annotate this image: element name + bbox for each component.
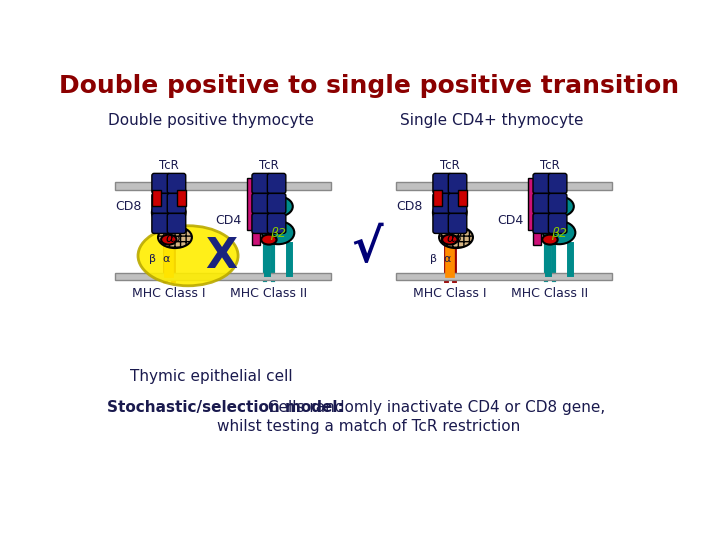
FancyBboxPatch shape — [252, 173, 271, 193]
Text: TcR: TcR — [440, 159, 460, 172]
Text: Thymic epithelial cell: Thymic epithelial cell — [130, 369, 292, 384]
FancyBboxPatch shape — [449, 173, 467, 193]
Bar — [528, 178, 536, 231]
FancyBboxPatch shape — [167, 193, 186, 213]
Text: TcR: TcR — [259, 159, 279, 172]
Bar — [396, 273, 611, 280]
Bar — [457, 190, 467, 206]
Ellipse shape — [542, 234, 558, 245]
FancyBboxPatch shape — [449, 213, 467, 233]
Bar — [533, 190, 541, 245]
FancyBboxPatch shape — [267, 213, 286, 233]
Text: Double positive to single positive transition: Double positive to single positive trans… — [59, 75, 679, 98]
Bar — [433, 190, 442, 206]
FancyBboxPatch shape — [267, 173, 286, 193]
FancyBboxPatch shape — [152, 173, 171, 193]
Text: CD4: CD4 — [497, 214, 523, 227]
FancyBboxPatch shape — [433, 193, 451, 213]
FancyBboxPatch shape — [433, 213, 451, 233]
FancyBboxPatch shape — [533, 173, 552, 193]
Text: X: X — [205, 235, 237, 277]
FancyBboxPatch shape — [549, 213, 567, 233]
Bar — [115, 273, 330, 280]
Ellipse shape — [439, 226, 473, 248]
Text: MHC Class I: MHC Class I — [132, 287, 205, 300]
Ellipse shape — [262, 221, 294, 244]
Text: MHC Class II: MHC Class II — [511, 287, 588, 300]
Text: Cells randomly inactivate CD4 or CD8 gene,: Cells randomly inactivate CD4 or CD8 gen… — [263, 400, 605, 415]
FancyBboxPatch shape — [533, 213, 552, 233]
Text: α3: α3 — [446, 232, 462, 245]
Text: whilst testing a match of TcR restriction: whilst testing a match of TcR restrictio… — [217, 419, 521, 434]
Bar — [248, 178, 255, 231]
Text: β  α: β α — [149, 254, 170, 264]
FancyBboxPatch shape — [533, 193, 552, 213]
Ellipse shape — [161, 234, 176, 245]
FancyBboxPatch shape — [152, 213, 171, 233]
Bar — [115, 182, 330, 190]
FancyBboxPatch shape — [267, 193, 286, 213]
Ellipse shape — [261, 234, 276, 245]
Text: β2: β2 — [552, 227, 567, 240]
Text: Stochastic/selection model:: Stochastic/selection model: — [107, 400, 344, 415]
Text: TcR: TcR — [540, 159, 560, 172]
FancyBboxPatch shape — [167, 213, 186, 233]
Text: TcR: TcR — [159, 159, 179, 172]
Ellipse shape — [264, 197, 293, 217]
Text: CD8: CD8 — [115, 200, 142, 213]
Text: Double positive thymocyte: Double positive thymocyte — [108, 113, 314, 128]
Bar — [152, 190, 161, 206]
Ellipse shape — [152, 202, 186, 224]
FancyBboxPatch shape — [549, 173, 567, 193]
FancyBboxPatch shape — [252, 213, 271, 233]
Text: MHC Class I: MHC Class I — [413, 287, 487, 300]
Text: α3: α3 — [166, 232, 181, 245]
FancyBboxPatch shape — [152, 193, 171, 213]
FancyBboxPatch shape — [433, 173, 451, 193]
Text: MHC Class II: MHC Class II — [230, 287, 307, 300]
Ellipse shape — [138, 226, 238, 286]
Text: β2: β2 — [270, 227, 286, 240]
FancyBboxPatch shape — [449, 193, 467, 213]
Bar — [176, 190, 186, 206]
Text: β  α: β α — [430, 254, 451, 264]
Bar — [396, 182, 611, 190]
Bar — [252, 190, 261, 245]
Ellipse shape — [544, 197, 574, 217]
Ellipse shape — [158, 226, 192, 248]
FancyBboxPatch shape — [252, 193, 271, 213]
Ellipse shape — [433, 202, 467, 224]
Ellipse shape — [543, 221, 575, 244]
Ellipse shape — [442, 234, 457, 245]
Text: Single CD4+ thymocyte: Single CD4+ thymocyte — [400, 113, 584, 128]
FancyBboxPatch shape — [167, 173, 186, 193]
Text: CD8: CD8 — [397, 200, 423, 213]
FancyBboxPatch shape — [549, 193, 567, 213]
Text: CD4: CD4 — [216, 214, 242, 227]
Text: √: √ — [351, 227, 383, 272]
